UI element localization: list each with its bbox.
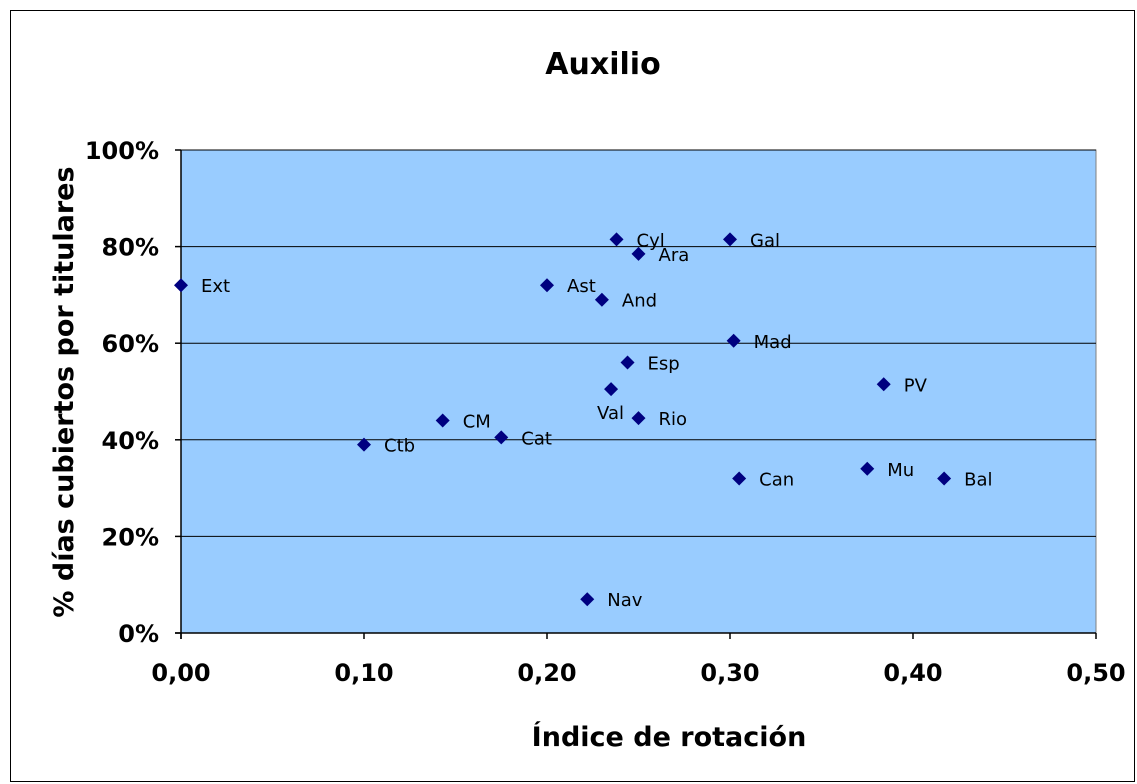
point-label-cyl: Cyl <box>637 230 665 251</box>
data-point-ara <box>631 246 646 261</box>
point-label-gal: Gal <box>750 230 780 251</box>
point-label-ctb: Ctb <box>384 436 415 457</box>
data-point-mu <box>860 461 875 476</box>
grid-lines <box>181 149 1096 537</box>
point-label-ara: Ara <box>659 245 690 266</box>
data-point-can <box>732 471 747 486</box>
point-label-pv: PV <box>904 375 928 396</box>
data-point-mad <box>726 333 741 348</box>
y-tick-label: 0% <box>118 620 159 648</box>
x-tick-label: 0,10 <box>334 659 393 687</box>
y-tick-label: 60% <box>102 330 159 358</box>
data-point-cm <box>435 413 450 428</box>
y-axis-title: % días cubiertos por titulares <box>49 166 80 617</box>
data-point-gal <box>723 232 737 247</box>
data-points <box>174 232 952 607</box>
point-label-and: And <box>622 291 657 312</box>
point-labels: Ext Ctb CM Cat Ast Nav And Val Cyl Esp Ara Rio Gal Ma… <box>201 230 993 611</box>
data-point-ast <box>540 278 554 293</box>
data-point-cat <box>494 430 509 445</box>
y-tick-label: 100% <box>85 137 159 165</box>
point-label-ext: Ext <box>201 276 230 297</box>
data-point-pv <box>876 377 891 392</box>
chart-title: Auxilio <box>545 47 660 82</box>
point-label-cat: Cat <box>521 428 552 449</box>
point-label-val: Val <box>597 403 624 424</box>
x-tick-label: 0,30 <box>700 659 759 687</box>
y-tick-label: 20% <box>102 523 159 551</box>
x-axis-title: Índice de rotación <box>532 721 807 753</box>
point-label-can: Can <box>759 469 794 490</box>
plot-area <box>180 149 1097 634</box>
data-point-esp <box>620 355 635 370</box>
x-tick-label: 0,20 <box>517 659 576 687</box>
point-label-ast: Ast <box>567 276 596 297</box>
data-point-val <box>604 382 619 397</box>
x-tick-label: 0,50 <box>1066 659 1125 687</box>
y-tick-label: 40% <box>102 427 159 455</box>
x-tick-label: 0,00 <box>151 659 210 687</box>
tick-labels: 0% 20% 40% 60% 80% 100% 0,00 0,10 0,20 0,30 0,40 0,… <box>85 137 1126 687</box>
axes <box>175 149 1097 639</box>
point-label-cm: CM <box>463 411 491 432</box>
point-label-esp: Esp <box>648 354 680 375</box>
point-label-nav: Nav <box>607 590 642 611</box>
data-point-bal <box>937 471 952 486</box>
x-tick-label: 0,40 <box>883 659 942 687</box>
point-label-bal: Bal <box>964 469 992 490</box>
data-point-cyl <box>609 232 624 247</box>
data-point-ext <box>174 278 188 293</box>
point-label-rio: Rio <box>659 409 688 430</box>
point-label-mad: Mad <box>754 332 792 353</box>
data-point-and <box>594 292 609 307</box>
data-point-nav <box>580 592 595 607</box>
data-point-rio <box>631 411 646 426</box>
data-point-ctb <box>357 437 371 452</box>
point-label-mu: Mu <box>887 460 914 481</box>
y-tick-label: 80% <box>102 234 159 262</box>
